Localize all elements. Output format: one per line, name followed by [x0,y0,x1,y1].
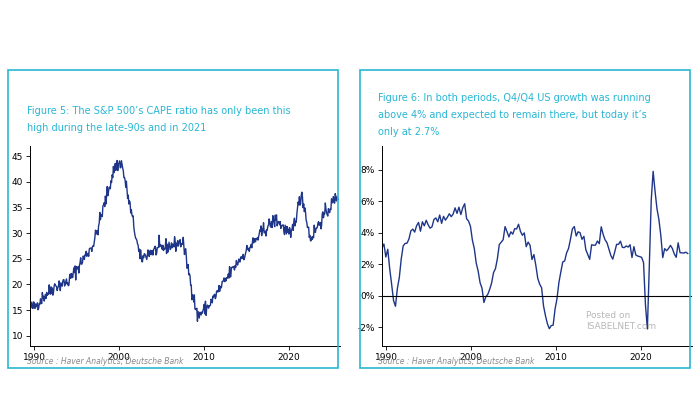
Text: Source : Haver Analytics, Deutsche Bank: Source : Haver Analytics, Deutsche Bank [379,357,535,366]
Text: above 4% and expected to remain there, but today it’s: above 4% and expected to remain there, b… [379,110,648,120]
Text: Figure 5: The S&P 500’s CAPE ratio has only been this: Figure 5: The S&P 500’s CAPE ratio has o… [27,106,290,116]
Text: Posted on
ISABELNET.com: Posted on ISABELNET.com [586,311,656,330]
Text: Figure 6: In both periods, Q4/Q4 US growth was running: Figure 6: In both periods, Q4/Q4 US grow… [379,93,651,103]
Text: high during the late-90s and in 2021: high during the late-90s and in 2021 [27,123,206,133]
Text: only at 2.7%: only at 2.7% [379,127,440,137]
Text: Source : Haver Analytics, Deutsche Bank: Source : Haver Analytics, Deutsche Bank [27,357,183,366]
